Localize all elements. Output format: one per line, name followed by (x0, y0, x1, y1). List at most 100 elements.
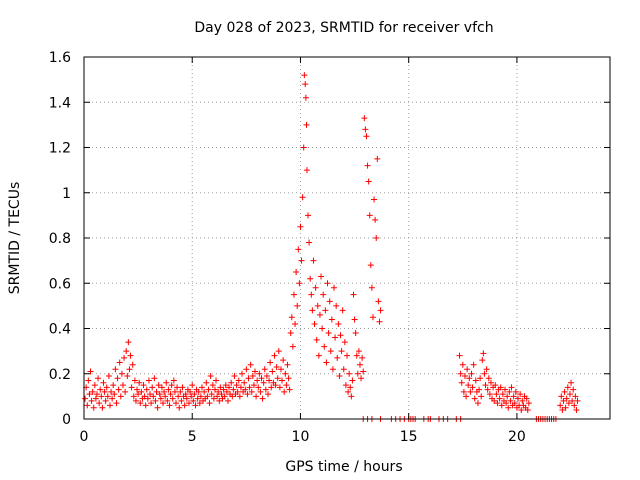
data-point (130, 393, 137, 400)
data-point (512, 388, 519, 395)
data-point (124, 373, 131, 380)
data-point (320, 291, 327, 298)
data-point (328, 316, 335, 323)
data-point (204, 393, 211, 400)
data-point (250, 382, 257, 389)
data-point (201, 388, 208, 395)
data-point (353, 352, 360, 359)
data-point (215, 388, 222, 395)
data-point (257, 388, 264, 395)
data-point (347, 384, 354, 391)
data-point (326, 298, 333, 305)
data-point (214, 393, 221, 400)
data-point (154, 404, 161, 411)
data-point (282, 370, 289, 377)
data-point (361, 115, 368, 122)
data-point (481, 370, 488, 377)
data-point (460, 388, 467, 395)
data-point (374, 155, 381, 162)
data-point (348, 393, 355, 400)
data-point (269, 368, 276, 375)
data-point (311, 320, 318, 327)
data-point (245, 375, 252, 382)
data-point (175, 393, 182, 400)
data-point (323, 359, 330, 366)
data-point (138, 388, 145, 395)
data-point (480, 350, 487, 357)
data-point (571, 402, 578, 409)
data-point (166, 402, 173, 409)
data-point (171, 388, 178, 395)
data-point (103, 384, 110, 391)
x-tick-label: 10 (292, 429, 310, 445)
data-point (194, 395, 201, 402)
data-point (350, 291, 357, 298)
data-point (157, 395, 164, 402)
data-point (466, 375, 473, 382)
data-point (191, 391, 198, 398)
y-tick-label: 1.2 (49, 141, 71, 157)
data-point (179, 384, 186, 391)
data-point (246, 384, 253, 391)
data-point (316, 311, 323, 318)
data-point (277, 366, 284, 373)
data-point (233, 382, 240, 389)
data-point (314, 302, 321, 309)
data-point (368, 284, 375, 291)
data-point (223, 388, 230, 395)
data-point (573, 406, 580, 413)
data-point (210, 395, 217, 402)
data-point (307, 275, 314, 282)
data-point (90, 404, 97, 411)
data-point (128, 384, 135, 391)
data-point (572, 393, 579, 400)
data-point (205, 386, 212, 393)
data-point (149, 384, 156, 391)
data-point (566, 391, 573, 398)
data-point (569, 397, 576, 404)
data-point (297, 223, 304, 230)
data-point (82, 395, 89, 402)
data-point (96, 400, 103, 407)
data-point (301, 72, 308, 79)
x-tick-label: 20 (508, 429, 526, 445)
data-point (248, 388, 255, 395)
tick-labels: 0 0.2 0.4 0.6 0.8 1 1.2 1.4 1.6 0 5 10 15 20 (49, 50, 526, 445)
data-point (359, 354, 366, 361)
data-point (87, 368, 94, 375)
data-point (482, 382, 489, 389)
data-point (502, 386, 509, 393)
data-point (177, 388, 184, 395)
data-point (169, 395, 176, 402)
y-tick-label: 0.2 (49, 367, 71, 383)
data-point (209, 382, 216, 389)
data-point (318, 273, 325, 280)
data-point (131, 377, 138, 384)
data-point (101, 388, 108, 395)
data-point (289, 343, 296, 350)
data-point (486, 391, 493, 398)
chart-title: Day 028 of 2023, SRMTID for receiver vfc… (194, 20, 493, 36)
data-point (113, 400, 120, 407)
data-point (461, 373, 468, 380)
data-point (134, 386, 141, 393)
data-point (262, 386, 269, 393)
data-point (373, 235, 380, 241)
data-point (203, 379, 210, 386)
data-point (355, 348, 362, 355)
data-point (364, 162, 371, 169)
data-point (197, 393, 204, 400)
data-point (256, 370, 263, 377)
data-point (356, 361, 363, 368)
data-point (339, 307, 346, 314)
data-point (239, 370, 246, 377)
data-point (332, 334, 339, 341)
data-point (267, 359, 274, 366)
data-point (137, 400, 144, 407)
data-point (310, 257, 317, 264)
data-point (564, 384, 571, 391)
data-point (148, 400, 155, 407)
data-point (517, 391, 524, 398)
data-point (274, 375, 281, 382)
data-point (468, 370, 475, 377)
